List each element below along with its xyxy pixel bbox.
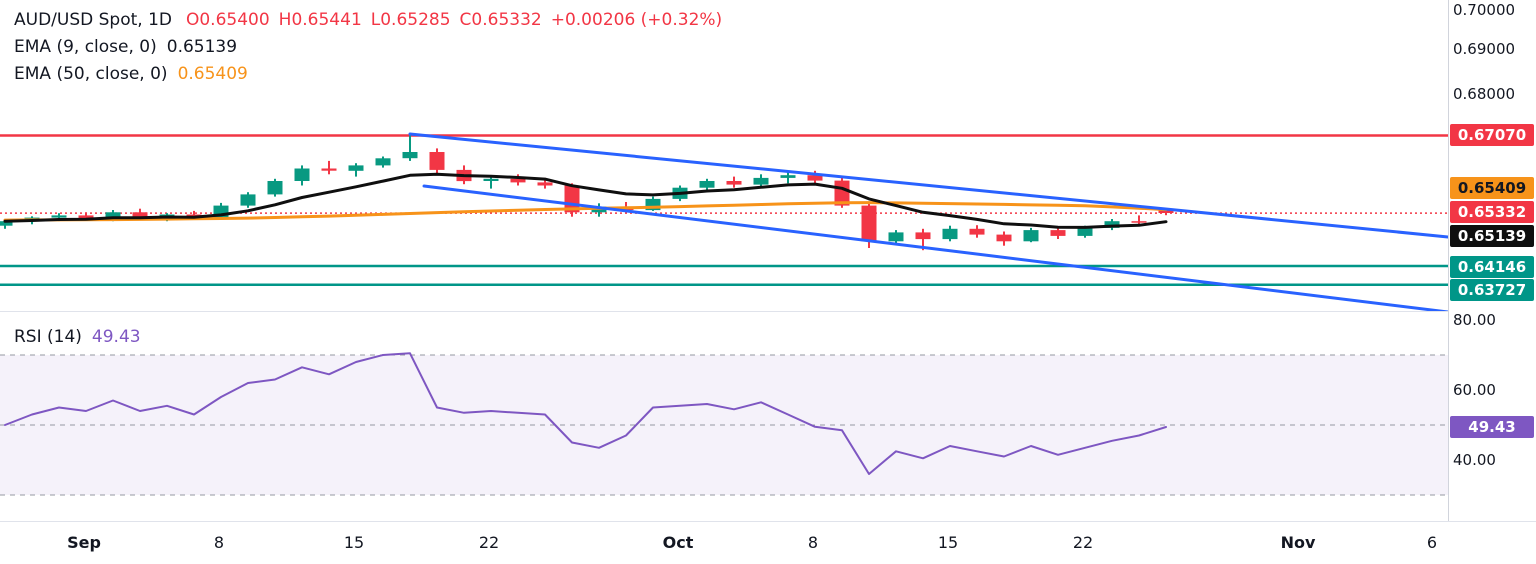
candle [267,181,283,195]
ohlc-open: O0.65400 [185,9,270,30]
candle [645,198,661,211]
candle [537,182,553,186]
candle [996,234,1012,242]
candle [132,212,148,218]
price-badge-0.64146: 0.64146 [1450,256,1534,278]
price-axis-separator [1448,0,1449,564]
time-axis-label: 8 [213,533,225,552]
ohlc-low: L0.65285 [370,9,451,30]
candle [51,215,67,218]
candle [1077,227,1093,236]
price-axis-label: 40.00 [1453,451,1496,469]
pane-separator[interactable] [0,311,1448,312]
ema9-row: EMA (9, close, 0) 0.65139 [14,33,722,60]
ema9-label[interactable]: EMA (9, close, 0) [14,36,157,57]
main-price-pane[interactable] [0,0,1448,311]
price-badge-0.65332: 0.65332 [1450,201,1534,223]
time-axis[interactable]: Sep 8 15 22 Oct 8 15 22 Nov 6 [0,521,1536,564]
candle [348,165,364,171]
ema50-row: EMA (50, close, 0) 0.65409 [14,60,722,87]
candle [780,175,796,178]
candle [1131,221,1147,223]
price-badge-0.65139: 0.65139 [1450,225,1534,247]
candle [510,178,526,183]
candle [969,228,985,235]
candle [105,212,121,219]
candle [1104,221,1120,228]
price-axis-label: 0.70000 [1453,1,1516,19]
trendline-upper[interactable] [408,132,1448,239]
price-axis-label: 0.69000 [1453,40,1516,58]
candle [1023,230,1039,242]
rsi-legend: RSI (14) 49.43 [14,327,141,347]
time-axis-label: Nov [1280,533,1316,552]
time-axis-label: 22 [478,533,500,552]
price-axis[interactable]: 0.70000 0.69000 0.68000 80.00 60.00 40.00 0.67… [1449,0,1536,521]
candle [375,158,391,166]
candle [942,228,958,240]
candle [483,178,499,181]
price-badge-0.67070: 0.67070 [1450,124,1534,146]
candle [321,168,337,171]
ohlc-change: +0.00206 (+0.32%) [550,9,723,30]
time-axis-label: Sep [67,533,101,552]
candle [78,215,94,219]
ema9-value: 0.65139 [166,36,238,57]
price-axis-label: 60.00 [1453,381,1496,399]
time-axis-label: 6 [1426,533,1438,552]
candle [0,221,13,226]
symbol-legend: AUD/USD Spot, 1D O0.65400 H0.65441 L0.65… [14,6,722,87]
symbol-title[interactable]: AUD/USD Spot, 1D [14,9,172,30]
time-axis-label: 22 [1072,533,1094,552]
trendline-lower[interactable] [422,184,1448,311]
ohlc-row: AUD/USD Spot, 1D O0.65400 H0.65441 L0.65… [14,6,722,33]
rsi-value-badge: 49.43 [1450,416,1534,438]
rsi-line[interactable] [4,352,1167,475]
candle [753,177,769,185]
candle [1158,210,1174,213]
price-axis-label: 0.68000 [1453,85,1516,103]
candle [240,194,256,206]
candle [726,181,742,185]
rsi-pane[interactable] [0,311,1448,521]
price-badge-0.63727: 0.63727 [1450,279,1534,301]
candle [807,175,823,181]
ohlc-high: H0.65441 [278,9,362,30]
candle [294,168,310,181]
ema50-label[interactable]: EMA (50, close, 0) [14,63,168,84]
candle [429,152,445,170]
time-axis-label: 8 [807,533,819,552]
rsi-value: 49.43 [91,327,141,347]
candle [861,205,877,242]
price-badge-0.65409: 0.65409 [1450,177,1534,199]
candle [699,181,715,188]
time-axis-label: Oct [662,533,694,552]
ema50-value: 0.65409 [177,63,248,84]
ema50-line[interactable] [3,201,1168,222]
candle [915,232,931,240]
ema9-line[interactable] [3,172,1168,229]
ohlc-close: C0.65332 [459,9,542,30]
candle [402,152,418,159]
rsi-label[interactable]: RSI (14) [14,327,82,347]
time-axis-label: 15 [343,533,365,552]
time-axis-label: 15 [937,533,959,552]
price-axis-label: 80.00 [1453,311,1496,329]
candle [888,232,904,242]
candle [1050,230,1066,236]
